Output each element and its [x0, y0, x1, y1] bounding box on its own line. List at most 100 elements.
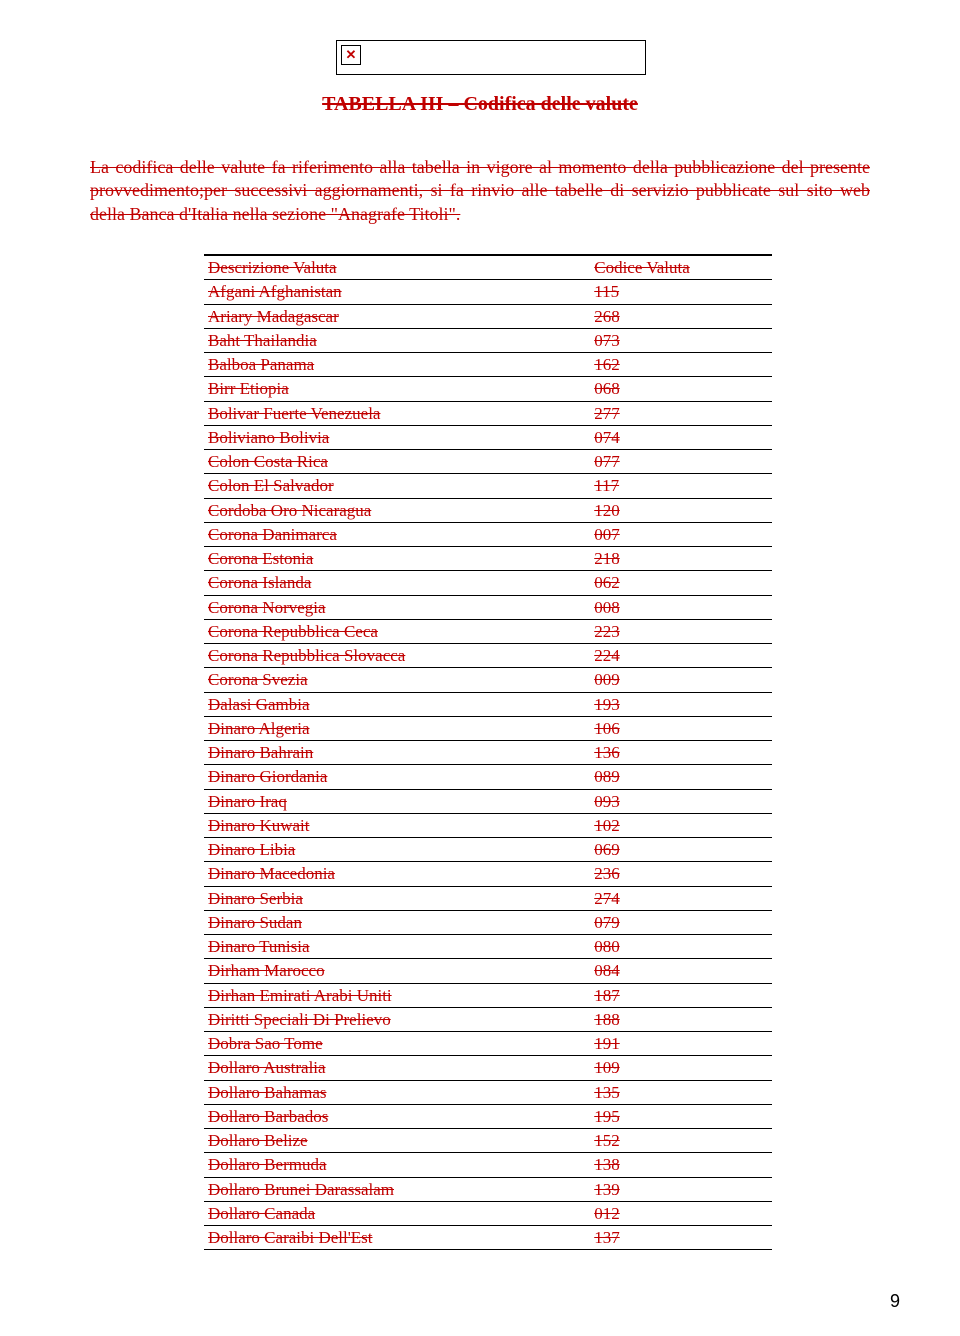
table-row: Dollaro Australia109	[204, 1056, 772, 1080]
cell-code: 106	[590, 716, 772, 740]
table-row: Dollaro Barbados195	[204, 1104, 772, 1128]
cell-code: 188	[590, 1007, 772, 1031]
cell-code: 077	[590, 450, 772, 474]
cell-code: 009	[590, 668, 772, 692]
table-row: Corona Estonia218	[204, 547, 772, 571]
table-row: Baht Thailandia073	[204, 328, 772, 352]
table-row: Ariary Madagascar268	[204, 304, 772, 328]
cell-desc: Dinaro Iraq	[204, 789, 590, 813]
cell-code: 008	[590, 595, 772, 619]
cell-desc: Dinaro Libia	[204, 838, 590, 862]
cell-desc: Birr Etiopia	[204, 377, 590, 401]
table-header-row: Descrizione ValutaCodice Valuta	[204, 255, 772, 280]
table-row: Dollaro Belize152	[204, 1129, 772, 1153]
table-row: Colon Costa Rica077	[204, 450, 772, 474]
cell-desc: Dinaro Bahrain	[204, 741, 590, 765]
currency-table-wrap: Descrizione ValutaCodice ValutaAfgani Af…	[204, 254, 772, 1250]
table-row: Afgani Afghanistan115	[204, 280, 772, 304]
cell-code: 277	[590, 401, 772, 425]
cell-desc: Dinaro Macedonia	[204, 862, 590, 886]
cell-code: 138	[590, 1153, 772, 1177]
cell-desc: Dollaro Australia	[204, 1056, 590, 1080]
cell-desc: Dollaro Bahamas	[204, 1080, 590, 1104]
cell-code: 136	[590, 741, 772, 765]
table-row: Dinaro Kuwait102	[204, 813, 772, 837]
table-row: Boliviano Bolivia074	[204, 425, 772, 449]
cell-desc: Afgani Afghanistan	[204, 280, 590, 304]
table-row: Dinaro Macedonia236	[204, 862, 772, 886]
table-row: Corona Danimarca007	[204, 522, 772, 546]
table-row: Dirham Marocco084	[204, 959, 772, 983]
cell-desc: Dollaro Bermuda	[204, 1153, 590, 1177]
cell-code: 195	[590, 1104, 772, 1128]
cell-code: 012	[590, 1201, 772, 1225]
cell-desc: Dinaro Kuwait	[204, 813, 590, 837]
table-row: Dinaro Iraq093	[204, 789, 772, 813]
cell-desc: Dinaro Serbia	[204, 886, 590, 910]
cell-desc: Dinaro Giordania	[204, 765, 590, 789]
cell-code: 191	[590, 1032, 772, 1056]
cell-desc: Dollaro Belize	[204, 1129, 590, 1153]
table-row: Corona Repubblica Slovacca224	[204, 644, 772, 668]
table-row: Dinaro Libia069	[204, 838, 772, 862]
table-row: Corona Repubblica Ceca223	[204, 619, 772, 643]
cell-desc: Dirhan Emirati Arabi Uniti	[204, 983, 590, 1007]
cell-desc: Dollaro Caraibi Dell'Est	[204, 1226, 590, 1250]
cell-code: 093	[590, 789, 772, 813]
cell-desc: Corona Repubblica Ceca	[204, 619, 590, 643]
table-row: Dollaro Canada012	[204, 1201, 772, 1225]
cell-code: 187	[590, 983, 772, 1007]
table-row: Balboa Panama162	[204, 353, 772, 377]
cell-desc: Boliviano Bolivia	[204, 425, 590, 449]
cell-code: 236	[590, 862, 772, 886]
table-row: Dollaro Caraibi Dell'Est137	[204, 1226, 772, 1250]
cell-code: 089	[590, 765, 772, 789]
cell-desc: Corona Svezia	[204, 668, 590, 692]
cell-desc: Dinaro Algeria	[204, 716, 590, 740]
cell-code: 120	[590, 498, 772, 522]
table-row: Dobra Sao Tome191	[204, 1032, 772, 1056]
cell-code: 102	[590, 813, 772, 837]
cell-code: 139	[590, 1177, 772, 1201]
table-row: Diritti Speciali Di Prelievo188	[204, 1007, 772, 1031]
cell-desc: Dinaro Sudan	[204, 910, 590, 934]
page-number: 9	[890, 1291, 900, 1312]
broken-image-placeholder: ✕	[336, 40, 646, 75]
table-row: Cordoba Oro Nicaragua120	[204, 498, 772, 522]
cell-desc: Dobra Sao Tome	[204, 1032, 590, 1056]
cell-desc: Ariary Madagascar	[204, 304, 590, 328]
cell-desc: Dollaro Barbados	[204, 1104, 590, 1128]
cell-code: 109	[590, 1056, 772, 1080]
cell-code: 073	[590, 328, 772, 352]
table-row: Dollaro Bahamas135	[204, 1080, 772, 1104]
cell-code: 074	[590, 425, 772, 449]
cell-code: 084	[590, 959, 772, 983]
cell-code: 135	[590, 1080, 772, 1104]
col-header-desc: Descrizione Valuta	[204, 255, 590, 280]
cell-code: 268	[590, 304, 772, 328]
page: ✕ TABELLA III – Codifica delle valute La…	[0, 0, 960, 1336]
document-title: TABELLA III – Codifica delle valute	[90, 93, 870, 116]
cell-code: 069	[590, 838, 772, 862]
table-row: Dinaro Giordania089	[204, 765, 772, 789]
cell-code: 068	[590, 377, 772, 401]
table-row: Corona Islanda062	[204, 571, 772, 595]
cell-code: 115	[590, 280, 772, 304]
cell-desc: Corona Islanda	[204, 571, 590, 595]
cell-desc: Dalasi Gambia	[204, 692, 590, 716]
table-row: Dinaro Tunisia080	[204, 935, 772, 959]
cell-code: 080	[590, 935, 772, 959]
cell-desc: Corona Danimarca	[204, 522, 590, 546]
broken-image-icon: ✕	[341, 45, 361, 65]
table-row: Dirhan Emirati Arabi Uniti187	[204, 983, 772, 1007]
cell-desc: Corona Repubblica Slovacca	[204, 644, 590, 668]
cell-desc: Diritti Speciali Di Prelievo	[204, 1007, 590, 1031]
cell-code: 223	[590, 619, 772, 643]
cell-desc: Corona Estonia	[204, 547, 590, 571]
table-row: Dinaro Serbia274	[204, 886, 772, 910]
table-row: Dollaro Brunei Darassalam139	[204, 1177, 772, 1201]
cell-code: 274	[590, 886, 772, 910]
cell-desc: Baht Thailandia	[204, 328, 590, 352]
cell-code: 062	[590, 571, 772, 595]
table-row: Bolivar Fuerte Venezuela277	[204, 401, 772, 425]
